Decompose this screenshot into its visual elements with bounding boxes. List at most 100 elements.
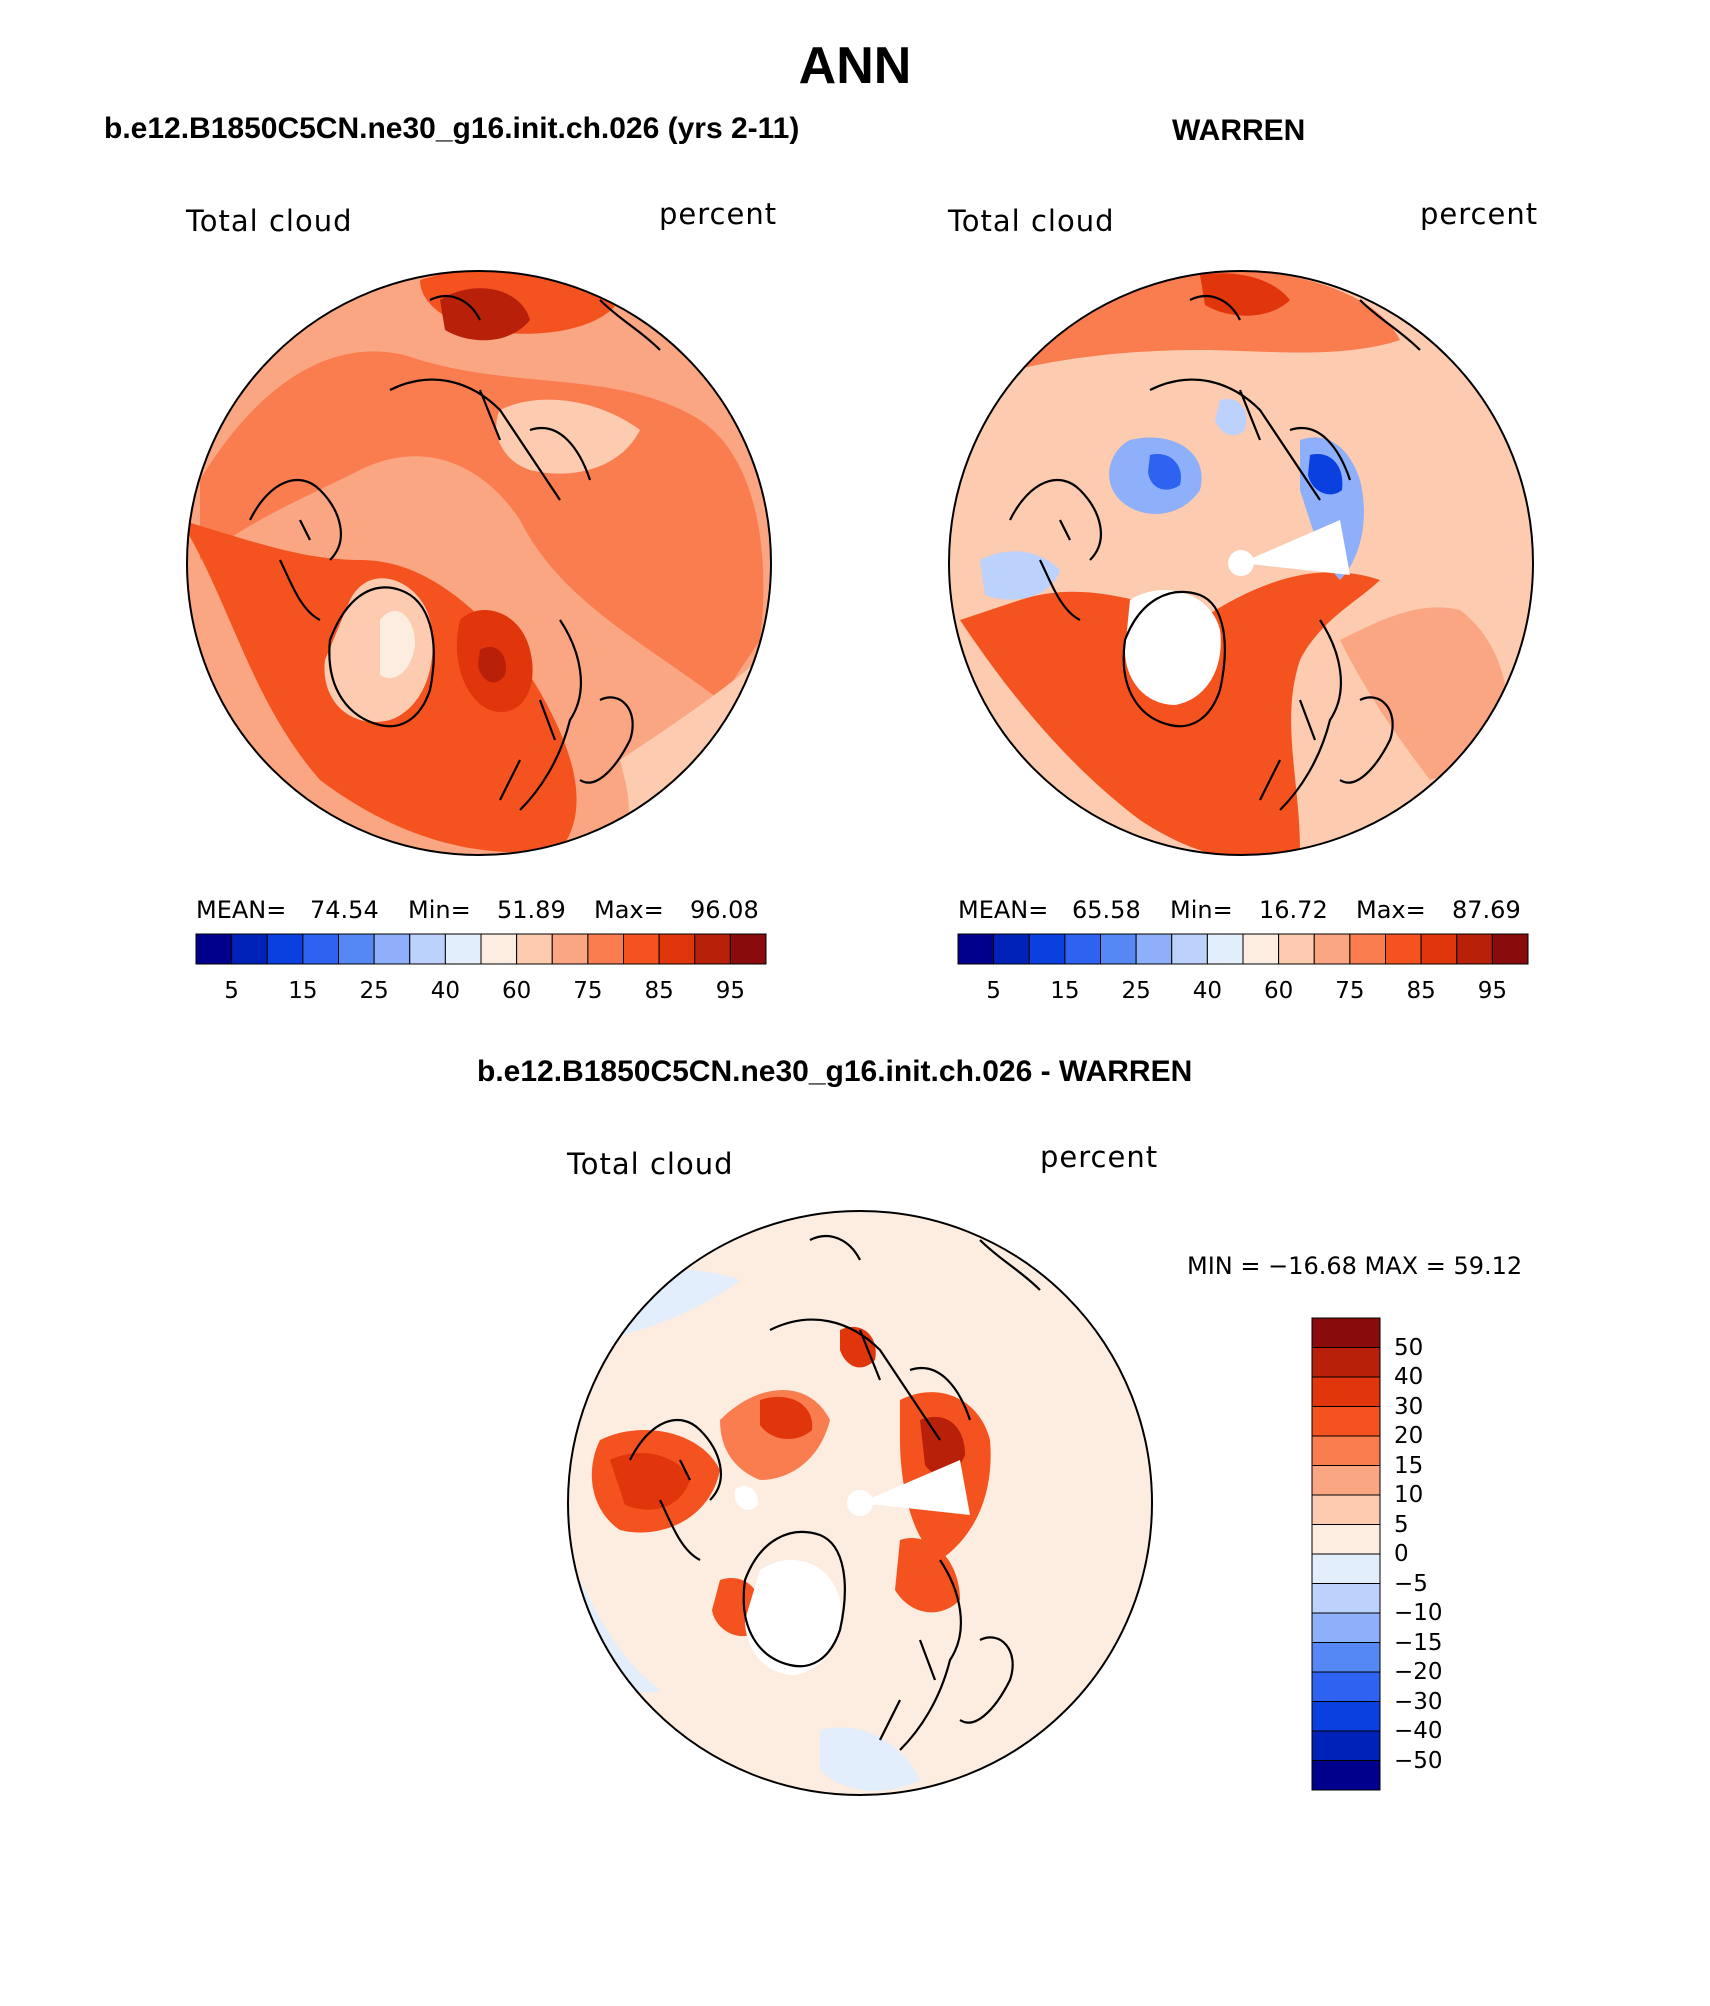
diff-minmax: MIN = −16.68 MAX = 59.12 [1187,1252,1523,1280]
obs-variable-label: Total cloud [948,204,1115,238]
colorbar-swatch [1311,1760,1381,1791]
colorbar-swatch [658,933,696,965]
model-mean-value: 74.54 [310,896,379,924]
diff-variable-label: Total cloud [567,1147,734,1181]
colorbar-tick-label: −50 [1394,1747,1443,1774]
colorbar-swatch [1311,1347,1381,1378]
colorbar-swatch [1456,933,1493,965]
colorbar-swatch [1311,1583,1381,1614]
colorbar-tick-label: −20 [1394,1659,1443,1685]
colorbar-swatch [516,933,553,965]
colorbar-swatch [1491,933,1529,965]
obs-min-label: Min= [1170,896,1233,924]
colorbar-tick-label: 25 [359,978,389,1004]
colorbar-tick-label: 40 [430,978,461,1004]
model-units-label: percent [659,197,778,231]
colorbar-tick-label: 75 [1335,978,1365,1004]
obs-max-value: 87.69 [1452,896,1521,924]
diff-units-label: percent [1040,1140,1159,1174]
colorbar-swatch [1311,1494,1381,1525]
page-title: ANN [798,37,912,95]
colorbar-tick-label: −30 [1394,1688,1443,1715]
colorbar-tick-label: 85 [644,978,674,1004]
model-panel-heading: b.e12.B1850C5CN.ne30_g16.init.ch.026 (yr… [104,112,800,145]
colorbar-swatch [266,933,304,965]
colorbar-swatch [1420,933,1458,965]
colorbar-tick-label: 15 [1394,1452,1424,1479]
colorbar-swatch [1311,1317,1381,1348]
colorbar-tick-label: 50 [1394,1334,1424,1361]
colorbar-tick-label: 0 [1394,1541,1409,1567]
colorbar-swatch [338,933,375,965]
colorbar-tick-label: 5 [224,978,239,1004]
colorbar-tick-label: 75 [573,978,603,1004]
diff-colorbar [1311,1317,1381,1791]
colorbar-swatch [1311,1612,1381,1643]
colorbar-tick-label: 15 [288,978,318,1004]
colorbar-tick-label: 95 [1477,978,1508,1004]
colorbar-swatch [1171,933,1208,965]
colorbar-swatch [1278,933,1315,965]
colorbar-tick-label: −40 [1394,1718,1443,1744]
colorbar-swatch [1206,933,1244,965]
colorbar-swatch [302,933,339,965]
colorbar-swatch [1135,933,1173,965]
colorbar-swatch [1311,1730,1381,1761]
colorbar-tick-label: 20 [1394,1423,1424,1449]
colorbar-tick-label: 85 [1406,978,1436,1004]
colorbar-swatch [1311,1376,1381,1407]
colorbar-swatch [373,933,411,965]
colorbar-swatch [993,933,1030,965]
colorbar-swatch [1311,1406,1381,1437]
colorbar-swatch [1311,1553,1381,1584]
colorbar-tick-label: 40 [1394,1364,1424,1390]
colorbar-swatch [551,933,589,965]
colorbar-swatch [1242,933,1280,965]
colorbar-swatch [729,933,767,965]
model-max-value: 96.08 [690,896,759,924]
obs-panel-heading: WARREN [1172,114,1306,147]
colorbar-swatch [1385,933,1422,965]
colorbar-swatch [694,933,731,965]
colorbar-swatch [480,933,518,965]
colorbar-swatch [409,933,446,965]
model-min-label: Min= [408,896,471,924]
colorbar-swatch [1311,1465,1381,1496]
colorbar-tick-label: 25 [1121,978,1151,1004]
colorbar-tick-label: −5 [1394,1570,1428,1597]
colorbar-swatch [231,933,268,965]
colorbar-tick-label: −15 [1394,1629,1443,1656]
colorbar-swatch [1311,1671,1381,1702]
colorbar-swatch [623,933,660,965]
obs-mean-label: MEAN= [958,896,1049,924]
model-min-value: 51.89 [497,896,566,924]
obs-colorbar [957,933,1529,965]
obs-min-value: 16.72 [1259,896,1328,924]
colorbar-tick-label: 15 [1050,978,1080,1004]
model-mean-label: MEAN= [196,896,287,924]
colorbar-swatch [1311,1435,1381,1466]
colorbar-swatch [1349,933,1386,965]
colorbar-swatch [1311,1524,1381,1555]
colorbar-swatch [957,933,995,965]
colorbar-swatch [587,933,624,965]
colorbar-tick-label: 60 [1263,978,1294,1004]
obs-units-label: percent [1420,197,1539,231]
colorbar-tick-label: 5 [986,978,1001,1004]
colorbar-swatch [1100,933,1137,965]
colorbar-swatch [444,933,482,965]
model-max-label: Max= [594,896,664,924]
obs-max-label: Max= [1356,896,1426,924]
colorbar-tick-label: 30 [1394,1393,1424,1420]
colorbar-swatch [1028,933,1066,965]
colorbar-tick-label: 95 [715,978,746,1004]
model-colorbar [195,933,767,965]
diff-panel-heading: b.e12.B1850C5CN.ne30_g16.init.ch.026 - W… [477,1055,1193,1088]
colorbar-swatch [1311,1642,1381,1673]
colorbar-swatch [195,933,233,965]
colorbar-tick-label: 10 [1394,1482,1424,1508]
colorbar-swatch [1311,1701,1381,1732]
model-variable-label: Total cloud [186,204,353,238]
